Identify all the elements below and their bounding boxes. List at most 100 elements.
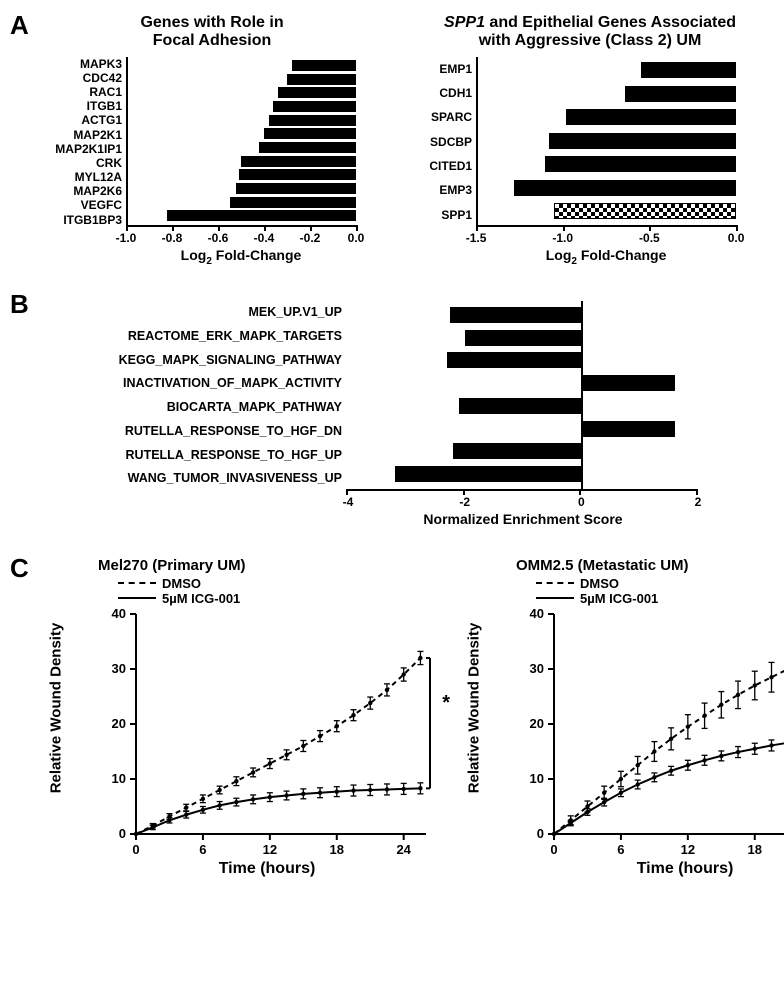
category-label: MYL12A (38, 171, 122, 183)
svg-text:24: 24 (396, 842, 411, 857)
hbar-labels: MAPK3CDC42RAC1ITGB1ACTG1MAP2K1MAP2K1IP1C… (38, 57, 126, 227)
significance-star: * (442, 692, 450, 715)
svg-text:0: 0 (537, 826, 544, 841)
bar (459, 398, 582, 414)
category-label: ITGB1 (38, 100, 122, 112)
panel-a-right: SPP1 and Epithelial Genes Associated wit… (406, 14, 774, 267)
bar (465, 330, 582, 346)
category-label: CRK (38, 157, 122, 169)
panel-b: B MEK_UP.V1_UP REACTOME_ERK_MAPK_TARGETS K… (10, 289, 774, 527)
svg-text:6: 6 (199, 842, 206, 857)
legend-swatch-dashed (118, 582, 156, 584)
svg-text:12: 12 (263, 842, 277, 857)
title-line2: Focal Adhesion (153, 32, 272, 49)
bar (167, 210, 356, 221)
hbar-plot (126, 57, 356, 227)
y-axis-label: Relative Wound Density (48, 623, 65, 794)
x-ticklabel: -2 (459, 495, 470, 509)
bar (292, 60, 356, 71)
legend-row-icg: 5µM ICG-001 (118, 591, 436, 606)
panel-a: A Genes with Role in Focal Adhesion MAPK… (10, 10, 774, 267)
legend-label: 5µM ICG-001 (580, 591, 658, 606)
bar (269, 115, 356, 126)
svg-text:0: 0 (119, 826, 126, 841)
b-plot (348, 301, 698, 491)
x-ticklabel: -1.0 (116, 231, 137, 245)
svg-text:12: 12 (681, 842, 695, 857)
legend-label: 5µM ICG-001 (162, 591, 240, 606)
svg-text:10: 10 (112, 771, 126, 786)
category-label: KEGG_MAPK_SIGNALING_PATHWAY (78, 354, 342, 367)
svg-text:20: 20 (530, 716, 544, 731)
category-label: VEGFC (38, 199, 122, 211)
panel-c: C Relative Wound Density Mel270 (Primary… (10, 553, 774, 878)
bar (239, 169, 356, 180)
category-label: SPARC (406, 111, 472, 123)
category-label: RAC1 (38, 86, 122, 98)
line-chart-omm25: Relative Wound Density OMM2.5 (Metastati… (486, 557, 784, 878)
x-axis-label: Log2 Fold-Change (126, 247, 356, 267)
hbar-labels: EMP1CDH1SPARCSDCBPCITED1EMP3SPP1 (406, 57, 476, 227)
bar (581, 421, 674, 437)
x-ticklabel: -0.8 (162, 231, 183, 245)
x-axis-label: Normalized Enrichment Score (348, 511, 698, 527)
title-italic: SPP1 (444, 14, 485, 31)
bar (625, 86, 736, 102)
svg-text:0: 0 (550, 842, 557, 857)
x-ticklabel: -0.4 (254, 231, 275, 245)
category-label: MAPK3 (38, 58, 122, 70)
svg-text:30: 30 (530, 661, 544, 676)
category-label: RUTELLA_RESPONSE_TO_HGF_UP (78, 449, 342, 462)
category-label: SPP1 (406, 209, 472, 221)
chart-title: OMM2.5 (Metastatic UM) (516, 557, 784, 574)
x-ticklabel: 0.0 (348, 231, 365, 245)
category-label: CDC42 (38, 72, 122, 84)
bar (278, 87, 356, 98)
panel-a-left: Genes with Role in Focal Adhesion MAPK3 C… (38, 14, 386, 267)
x-ticklabel: -0.6 (208, 231, 229, 245)
bar (554, 203, 736, 219)
category-label: MAP2K1 (38, 129, 122, 141)
bar (273, 101, 356, 112)
legend-swatch-solid (118, 597, 156, 599)
x-ticklabel: 2 (695, 495, 702, 509)
category-label: RUTELLA_RESPONSE_TO_HGF_DN (78, 425, 342, 438)
category-label: MAP2K1IP1 (38, 143, 122, 155)
title-line1: Genes with Role in (140, 14, 283, 31)
category-label: REACTOME_ERK_MAPK_TARGETS (78, 330, 342, 343)
x-ticklabel: -1.5 (466, 231, 487, 245)
bar (395, 466, 582, 482)
panel-a-left-title: Genes with Role in Focal Adhesion (38, 14, 386, 51)
svg-text:20: 20 (112, 716, 126, 731)
x-axis-label: Time (hours) (98, 860, 436, 878)
panel-a-row: Genes with Role in Focal Adhesion MAPK3 C… (38, 14, 774, 267)
hbar-chart-a-right: EMP1CDH1SPARCSDCBPCITED1EMP3SPP1 -1.5-1.… (406, 57, 774, 267)
panel-c-label: C (10, 553, 29, 584)
category-label: EMP1 (406, 63, 472, 75)
line-chart-mel270: Relative Wound Density Mel270 (Primary U… (68, 557, 436, 878)
category-label: ITGB1BP3 (38, 214, 122, 226)
figure: A Genes with Role in Focal Adhesion MAPK… (10, 10, 774, 878)
legend-swatch-dashed (536, 582, 574, 584)
x-ticklabels: -1.0-0.8-0.6-0.4-0.20.0 (126, 227, 356, 245)
line-chart-svg: 06121824010203040 (516, 608, 784, 860)
x-ticklabel: -4 (343, 495, 354, 509)
legend: DMSO 5µM ICG-001 (536, 576, 784, 606)
bar (453, 443, 581, 459)
line-chart-svg: 06121824010203040 (98, 608, 436, 860)
bar (549, 133, 736, 149)
panel-b-label: B (10, 289, 29, 320)
bar (641, 62, 736, 78)
b-labels: MEK_UP.V1_UP REACTOME_ERK_MAPK_TARGETS KEG… (78, 301, 348, 491)
hbar-area (128, 57, 356, 225)
b-area (348, 301, 698, 489)
category-label: MEK_UP.V1_UP (78, 306, 342, 319)
x-ticklabel: -0.5 (639, 231, 660, 245)
x-ticklabel: -0.2 (300, 231, 321, 245)
panel-a-right-title: SPP1 and Epithelial Genes Associated wit… (406, 14, 774, 51)
svg-text:10: 10 (530, 771, 544, 786)
bar (450, 307, 581, 323)
panel-a-label: A (10, 10, 29, 41)
category-label: CDH1 (406, 87, 472, 99)
legend-swatch-solid (536, 597, 574, 599)
